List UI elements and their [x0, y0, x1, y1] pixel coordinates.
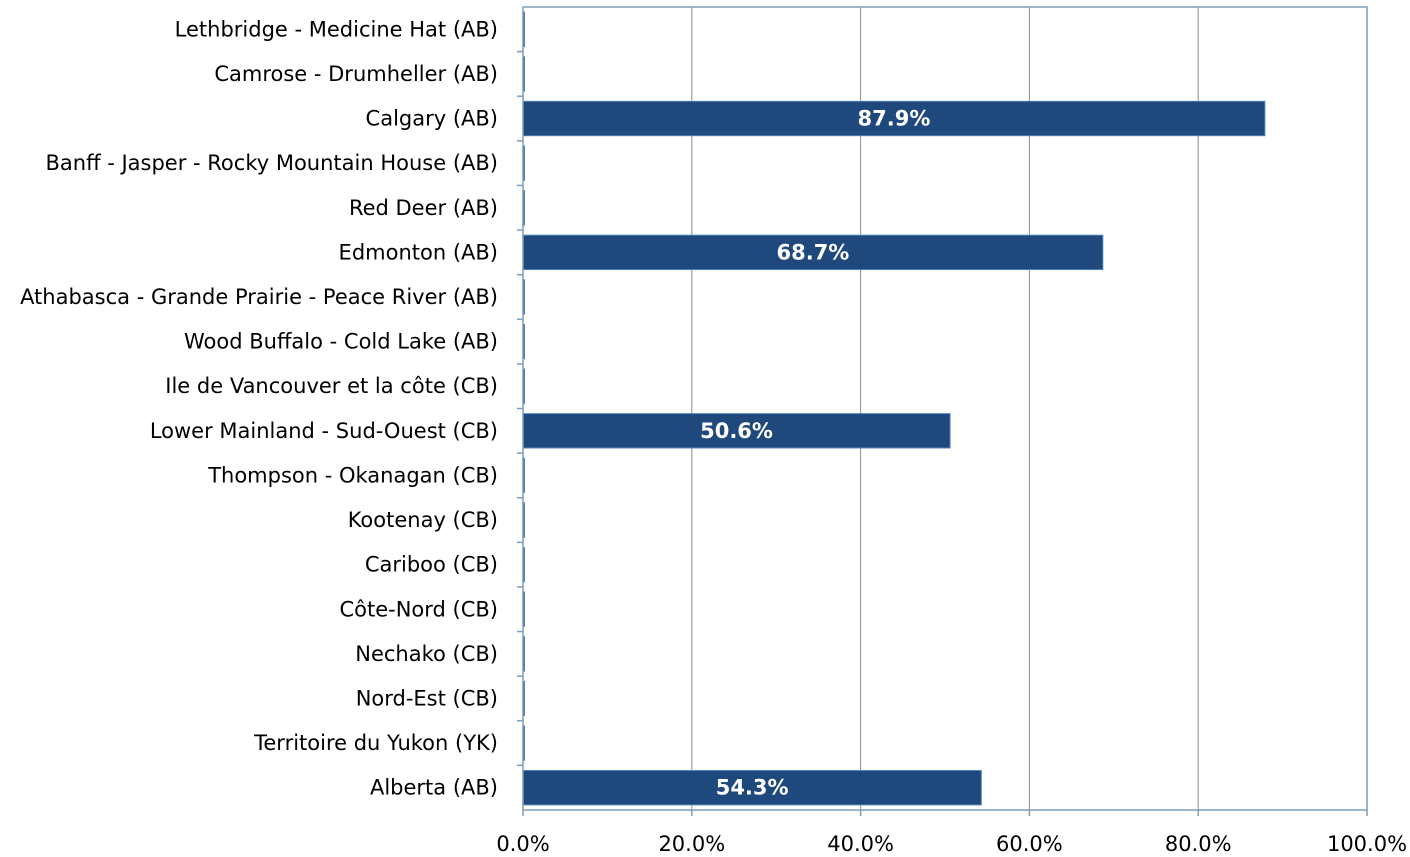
category-label: Côte-Nord (CB): [339, 597, 498, 621]
category-labels: Lethbridge - Medicine Hat (AB) Camrose - …: [20, 17, 498, 799]
category-label: Nechako (CB): [355, 642, 498, 666]
category-label: Thompson - Okanagan (CB): [207, 463, 498, 487]
category-label: Kootenay (CB): [348, 508, 498, 532]
x-tick-labels: 0.0% 20.0% 40.0% 60.0% 80.0% 100.0%: [496, 832, 1407, 856]
bar: [522, 234, 1104, 271]
category-label: Athabasca - Grande Prairie - Peace River…: [20, 285, 498, 309]
plot-area-border: [522, 6, 1368, 811]
bars: [522, 11, 1266, 806]
x-tick-label: 80.0%: [1165, 832, 1232, 856]
category-label: Wood Buffalo - Cold Lake (AB): [184, 330, 498, 354]
category-label: Lower Mainland - Sud-Ouest (CB): [150, 419, 498, 443]
bar-data-label: 54.3%: [716, 776, 789, 800]
x-tick-label: 40.0%: [827, 832, 894, 856]
category-label: Cariboo (CB): [365, 553, 498, 577]
bar-data-label: 68.7%: [776, 240, 849, 264]
category-label: Alberta (AB): [370, 776, 498, 800]
bar-data-label: 50.6%: [700, 419, 773, 443]
category-label: Calgary (AB): [366, 107, 498, 131]
category-label: Territoire du Yukon (YK): [253, 731, 498, 755]
category-label: Red Deer (AB): [349, 196, 498, 220]
data-labels: 87.9% 68.7% 50.6% 54.3%: [700, 107, 930, 800]
category-label: Ile de Vancouver et la côte (CB): [165, 374, 498, 398]
x-tick-label: 60.0%: [996, 832, 1063, 856]
category-label: Edmonton (AB): [339, 240, 498, 264]
grid-lines: [517, 7, 1368, 816]
category-label: Nord-Est (CB): [356, 686, 498, 710]
category-label: Lethbridge - Medicine Hat (AB): [175, 17, 498, 41]
bar: [522, 770, 982, 806]
category-label: Camrose - Drumheller (AB): [214, 62, 498, 86]
x-tick-label: 20.0%: [658, 832, 725, 856]
x-tick-label: 0.0%: [496, 832, 549, 856]
category-label: Banff - Jasper - Rocky Mountain House (A…: [45, 151, 498, 175]
x-tick-label: 100.0%: [1327, 832, 1407, 856]
bar-data-label: 87.9%: [858, 107, 931, 131]
